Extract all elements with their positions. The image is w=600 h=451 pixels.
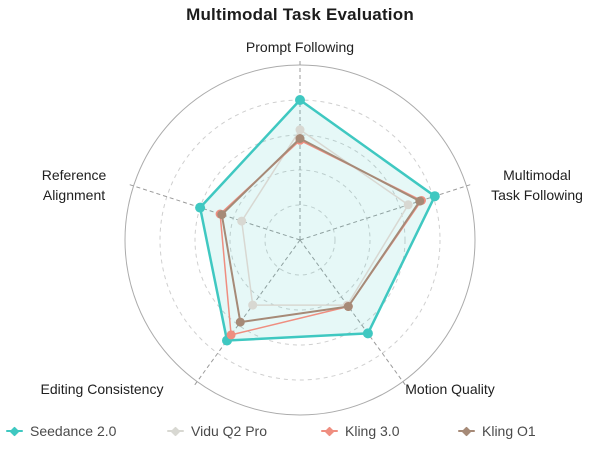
axis-label-motion-quality: Motion Quality [405, 381, 495, 397]
legend-item-vidu-q2-pro[interactable]: Vidu Q2 Pro [167, 421, 267, 441]
data-point-3 [295, 134, 305, 143]
data-point-1 [403, 200, 413, 210]
legend-label: Seedance 2.0 [30, 423, 117, 439]
chart-title: Multimodal Task Evaluation [186, 5, 414, 24]
data-point-3 [217, 210, 227, 220]
legend-label: Kling O1 [482, 423, 536, 439]
axis-spoke [299, 239, 407, 387]
legend-item-kling-o1[interactable]: Kling O1 [458, 421, 536, 441]
data-point-0 [429, 191, 440, 202]
data-point-0 [295, 95, 305, 105]
grid-ring [194, 134, 406, 346]
data-point-1 [295, 125, 305, 135]
axis-spoke [127, 183, 301, 241]
series-polygon-3 [220, 137, 421, 324]
data-point-3 [343, 302, 353, 311]
legend-label: Kling 3.0 [345, 423, 400, 439]
axis-label-reference-alignment: Reference Alignment [41, 167, 107, 203]
data-point-1 [248, 300, 258, 310]
series-polygon-0 [198, 98, 437, 342]
seedance-line-marker-icon [6, 426, 23, 436]
legend-item-kling-3-0[interactable]: Kling 3.0 [321, 421, 399, 441]
axis-label-multimodal-task-following: Multimodal Task Following [491, 167, 583, 203]
axis-spoke [193, 239, 301, 387]
axis-label-editing-consistency: Editing Consistency [40, 381, 164, 397]
legend-item-seedance-2-0[interactable]: Seedance 2.0 [6, 421, 116, 441]
chart-legend: Seedance 2.0 Vidu Q2 Pro Kling 3.0 Kling… [0, 421, 600, 445]
data-point-3 [235, 317, 245, 327]
data-point-2 [226, 330, 236, 340]
legend-label: Vidu Q2 Pro [191, 423, 268, 439]
data-point-1 [237, 216, 247, 226]
data-point-3 [415, 196, 425, 206]
series-polygon-1 [240, 129, 409, 306]
data-point-0 [362, 328, 373, 339]
data-point-0 [195, 202, 206, 213]
klingo1-line-marker-icon [458, 426, 475, 436]
kling3-line-marker-icon [321, 426, 338, 436]
axis-label-prompt-following: Prompt Following [245, 39, 355, 55]
vidu-line-marker-icon [167, 426, 184, 436]
axis-spoke [299, 183, 473, 241]
grid-ring [264, 204, 336, 276]
